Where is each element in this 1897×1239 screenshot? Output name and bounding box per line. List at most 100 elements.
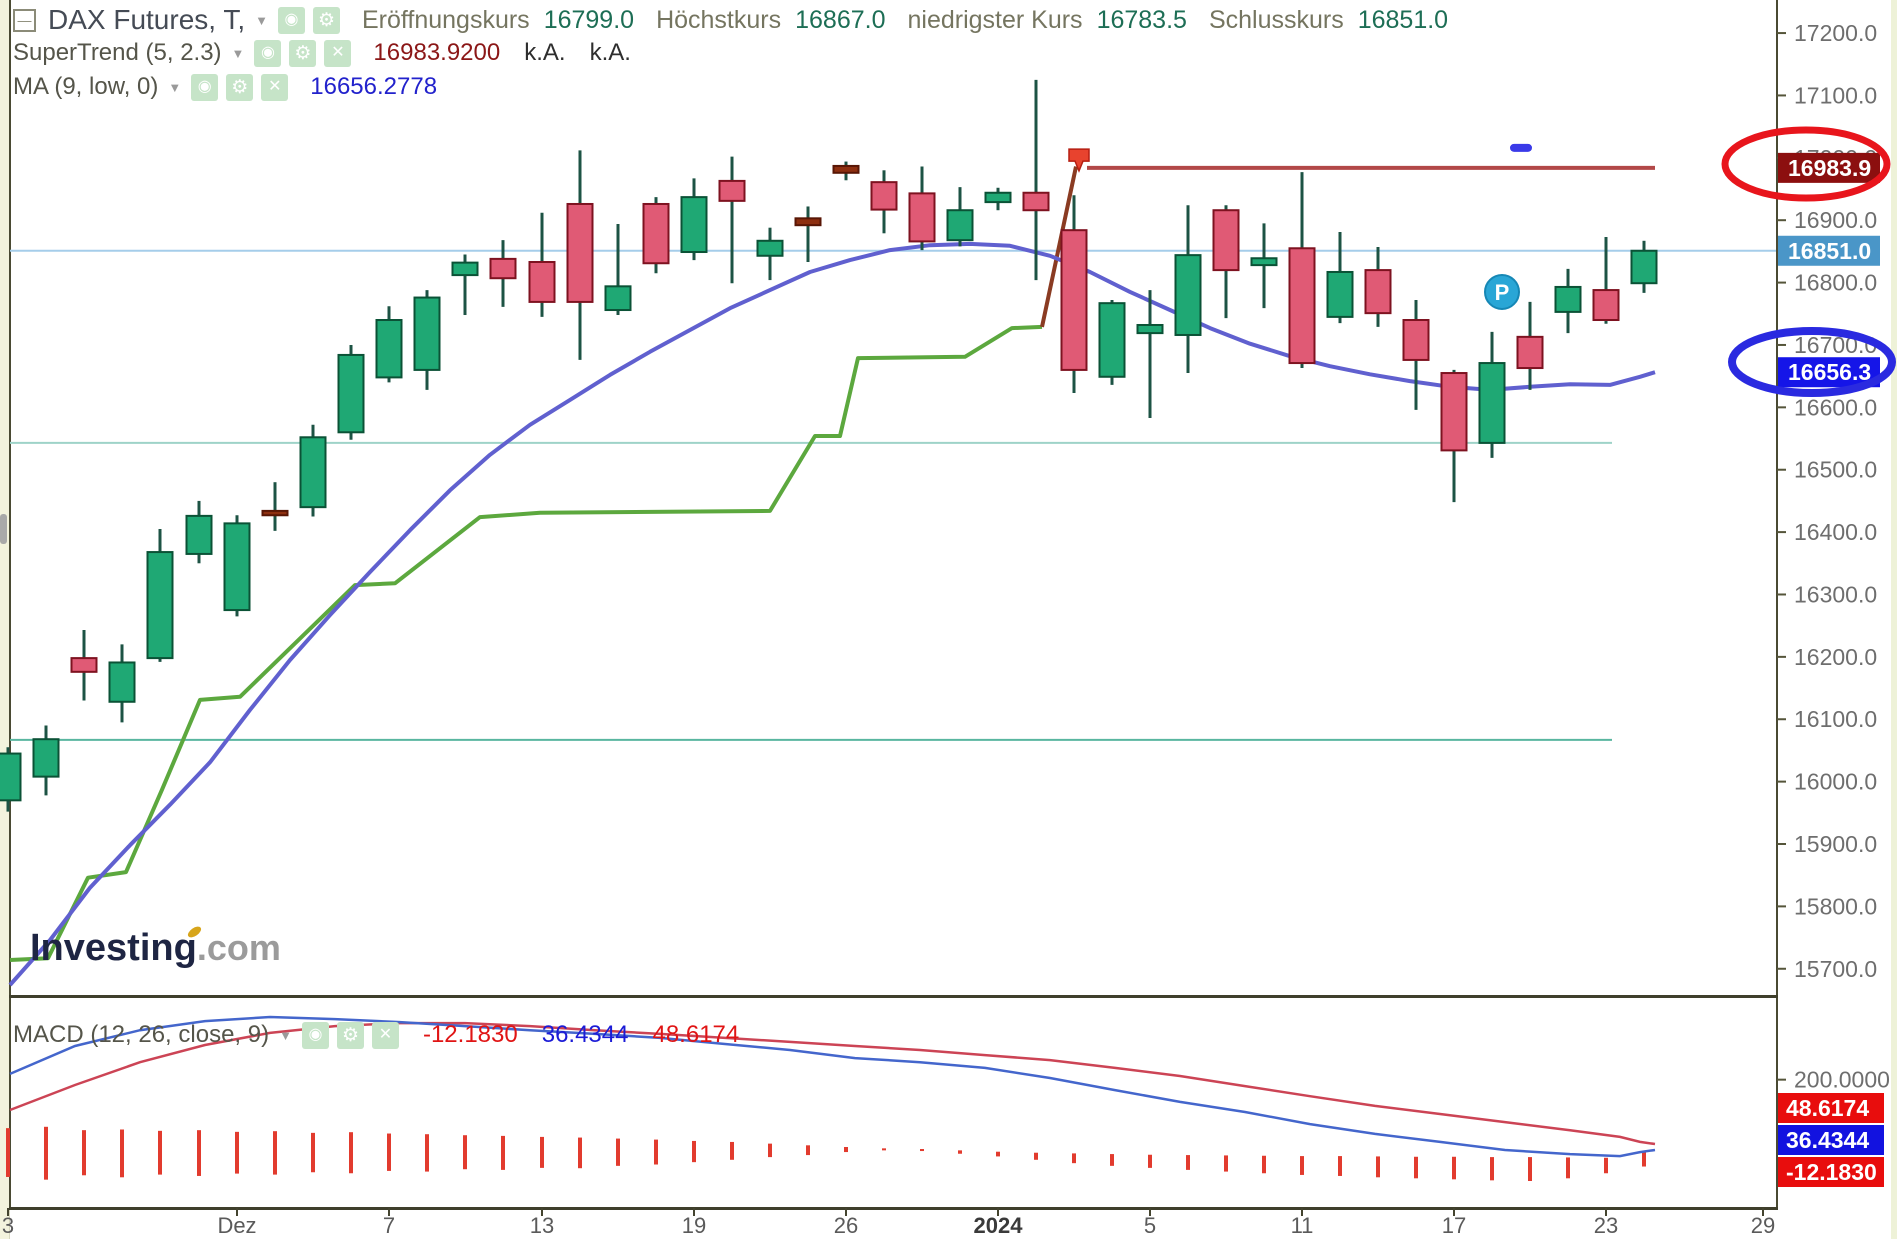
candle	[375, 306, 403, 383]
supertrend-green-line	[9, 324, 1043, 962]
macd-histogram-bar	[578, 1137, 582, 1169]
price-tick-label: 15700.0	[1794, 956, 1877, 982]
macd-histogram-bar	[1034, 1152, 1038, 1160]
open-value: 16799.0	[543, 5, 635, 34]
candle-body	[32, 738, 60, 778]
right-gutter	[1891, 0, 1897, 1239]
macd-histogram-bar	[768, 1143, 772, 1158]
gear-icon[interactable]: ⚙	[336, 1021, 364, 1049]
candle-body	[1326, 270, 1354, 318]
candle	[1174, 205, 1202, 374]
candle-body	[413, 296, 441, 371]
time-axis-border[interactable]	[9, 1207, 1778, 1210]
close-value: 16851.0	[1357, 5, 1449, 34]
price-tick-label: 15800.0	[1794, 893, 1877, 919]
chevron-down-icon[interactable]: ▼	[231, 45, 245, 61]
macd-histogram-bar	[1110, 1154, 1114, 1166]
left-scroll-handle[interactable]	[0, 514, 7, 544]
candle	[1060, 195, 1088, 393]
candle-body	[908, 192, 936, 243]
candle-body	[1174, 254, 1202, 336]
gear-icon[interactable]: ⚙	[312, 6, 340, 34]
candle-body	[451, 261, 479, 277]
close-icon[interactable]: ✕	[324, 39, 352, 67]
price-tick-label: 16300.0	[1794, 581, 1877, 607]
price-axis: 17200.017100.017000.016900.016800.016700…	[1777, 20, 1880, 982]
time-axis: 3 Dez 7 13 19 26 2024 5 11 17 23 29	[2, 1208, 1775, 1238]
candle	[604, 223, 632, 316]
macd-value-box: -12.1830	[1778, 1157, 1884, 1187]
candle-body	[1212, 209, 1240, 272]
candle	[1516, 301, 1544, 390]
macd-histogram-bar	[844, 1147, 848, 1153]
candle	[70, 630, 98, 701]
investing-logo: Investing.com	[30, 924, 281, 970]
collapse-pane-icon[interactable]: —	[13, 8, 36, 32]
candle-body	[375, 319, 403, 379]
candle	[756, 227, 784, 281]
candle-body	[1592, 289, 1620, 322]
p-marker-label: P	[1495, 280, 1510, 305]
gear-icon[interactable]: ⚙	[289, 39, 317, 67]
eye-icon[interactable]: ◉	[301, 1021, 329, 1049]
close-icon[interactable]: ✕	[371, 1021, 399, 1049]
price-axis-border[interactable]	[1776, 0, 1778, 1209]
pane-separator[interactable]	[9, 995, 1778, 998]
candle	[1440, 369, 1468, 503]
macd-name: MACD (12, 26, close, 9)	[13, 1021, 270, 1048]
candle-body	[1364, 269, 1392, 315]
candle-body	[223, 522, 251, 612]
candle-body	[680, 196, 708, 254]
eye-icon[interactable]: ◉	[191, 73, 219, 101]
candle-body	[604, 285, 632, 312]
candle	[1136, 290, 1164, 418]
candle	[832, 161, 860, 181]
candle	[451, 254, 479, 316]
low-value: 16783.5	[1096, 5, 1187, 34]
macd-histogram-bar	[501, 1135, 505, 1170]
macd-histogram-bar	[1604, 1157, 1608, 1174]
candle-body	[1630, 249, 1658, 285]
candle-body	[870, 181, 898, 211]
macd-histogram-bar	[1376, 1156, 1380, 1178]
eye-icon[interactable]: ◉	[277, 6, 305, 34]
candle	[337, 344, 365, 440]
chevron-down-icon[interactable]: ▼	[168, 79, 182, 95]
candle-body	[1250, 257, 1278, 267]
supertrend-name: SuperTrend (5, 2.3)	[13, 39, 222, 66]
candle	[185, 500, 213, 564]
price-tick-label: 17100.0	[1794, 82, 1877, 108]
open-label: Eröffnungskurs	[361, 5, 530, 34]
close-icon[interactable]: ✕	[261, 73, 289, 101]
candle	[413, 290, 441, 390]
gear-icon[interactable]: ⚙	[226, 73, 254, 101]
macd-histogram-value: -12.1830	[422, 1021, 518, 1048]
chevron-down-icon[interactable]: ▼	[255, 12, 268, 28]
macd-histogram-bar	[44, 1126, 48, 1180]
candle-body	[794, 217, 822, 227]
macd-histogram-bar	[958, 1150, 962, 1154]
legend-macd-row: MACD (12, 26, close, 9) ▼ ◉ ⚙ ✕ -12.1830…	[13, 1021, 739, 1049]
candle-body	[1440, 372, 1468, 452]
sell-signal-arrow-icon	[1068, 148, 1090, 173]
macd-histogram-bar	[463, 1135, 467, 1170]
supertrend-na2: k.A.	[589, 39, 631, 66]
candle	[528, 212, 556, 317]
candle-body	[1288, 247, 1316, 365]
chevron-down-icon[interactable]: ▼	[279, 1027, 292, 1043]
annotation-ellipse	[1728, 327, 1896, 397]
time-tick-label: 13	[530, 1213, 554, 1238]
eye-icon[interactable]: ◉	[254, 39, 282, 67]
p-marker: P	[1484, 273, 1520, 310]
close-label: Schlusskurs	[1208, 5, 1344, 34]
high-value: 16867.0	[795, 5, 886, 34]
candle-body	[146, 551, 174, 660]
macd-tick-label: 200.0000	[1794, 1067, 1890, 1093]
candle-body	[1554, 285, 1582, 313]
candle-body	[984, 191, 1012, 204]
macd-value-box-bg	[1778, 1157, 1884, 1187]
macd-histogram-bar	[692, 1140, 696, 1163]
time-tick-label: 29	[1751, 1213, 1775, 1238]
candle	[1630, 240, 1658, 293]
